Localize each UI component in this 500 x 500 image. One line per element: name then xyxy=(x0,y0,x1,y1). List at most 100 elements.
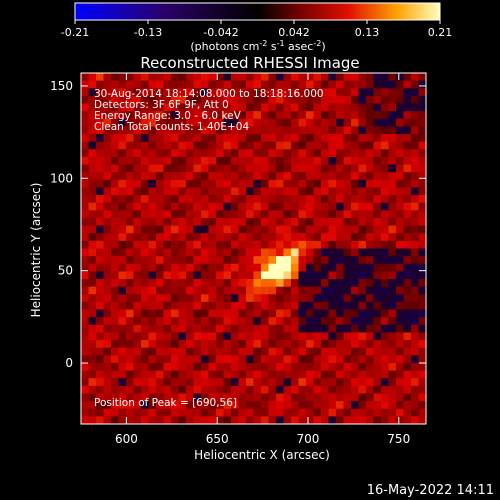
heatmap-cell xyxy=(396,172,405,181)
heatmap-cell xyxy=(141,126,150,135)
heatmap-cell xyxy=(193,240,202,250)
heatmap-cell xyxy=(231,355,240,364)
heatmap-cell xyxy=(306,347,315,356)
heatmap-cell xyxy=(291,202,300,211)
heatmap-cell xyxy=(283,172,292,181)
heatmap-cell xyxy=(208,416,217,424)
heatmap-cell xyxy=(373,111,382,120)
heatmap-cell xyxy=(238,263,247,272)
heatmap-cell xyxy=(163,195,172,204)
heatmap-cell xyxy=(343,317,352,326)
heatmap-cell xyxy=(111,88,120,97)
heatmap-cell xyxy=(261,187,270,196)
heatmap-cell xyxy=(396,187,405,196)
heatmap-cell xyxy=(381,149,390,158)
heatmap-cell xyxy=(253,324,262,334)
heatmap-cell xyxy=(306,294,315,303)
heatmap-cell xyxy=(171,225,180,234)
heatmap-cell xyxy=(276,271,285,280)
heatmap-cell xyxy=(321,134,330,143)
x-tick-label: 750 xyxy=(387,432,410,446)
heatmap-cell xyxy=(111,393,120,402)
heatmap-cell xyxy=(231,111,240,120)
heatmap-cell xyxy=(118,340,127,349)
heatmap-cell xyxy=(118,317,127,326)
heatmap-cell xyxy=(238,118,247,128)
heatmap-cell xyxy=(291,340,300,349)
heatmap-cell xyxy=(223,80,232,89)
heatmap-cell xyxy=(351,370,360,379)
heatmap-cell xyxy=(88,172,97,181)
heatmap-cell xyxy=(246,340,255,349)
heatmap-cell xyxy=(111,187,120,196)
heatmap-cell xyxy=(283,347,292,356)
heatmap-cell xyxy=(268,95,277,105)
heatmap-cell xyxy=(231,240,240,250)
heatmap-cell xyxy=(358,301,367,311)
heatmap-cell xyxy=(148,111,157,120)
heatmap-cell xyxy=(381,370,390,379)
heatmap-cell xyxy=(276,95,285,105)
heatmap-cell xyxy=(193,210,202,219)
heatmap-cell xyxy=(381,286,390,295)
heatmap-cell xyxy=(388,126,397,135)
heatmap-cell xyxy=(216,88,225,97)
heatmap-cell xyxy=(291,217,300,227)
heatmap-cell xyxy=(418,172,426,181)
heatmap-cell xyxy=(276,256,285,265)
heatmap-cell xyxy=(313,256,322,265)
heatmap-cell xyxy=(388,141,397,150)
heatmap-cell xyxy=(81,73,90,82)
heatmap-cell xyxy=(193,195,202,204)
heatmap-cell xyxy=(328,225,337,234)
heatmap-cell xyxy=(103,202,112,211)
heatmap-cell xyxy=(343,340,352,349)
heatmap-cell xyxy=(178,156,187,166)
heatmap-cell xyxy=(388,401,397,410)
heatmap-cell xyxy=(81,263,90,272)
heatmap-cell xyxy=(178,401,187,410)
heatmap-cell xyxy=(178,393,187,402)
heatmap-cell xyxy=(358,279,367,288)
heatmap-cell xyxy=(133,149,142,158)
heatmap-cell xyxy=(396,179,405,189)
heatmap-cell xyxy=(373,134,382,143)
heatmap-cell xyxy=(313,248,322,257)
heatmap-cell xyxy=(81,355,90,364)
heatmap-cell xyxy=(313,263,322,272)
heatmap-cell xyxy=(178,118,187,128)
heatmap-cell xyxy=(291,332,300,341)
heatmap-cell xyxy=(223,73,232,82)
heatmap-cell xyxy=(366,126,375,135)
heatmap-cell xyxy=(223,362,232,372)
heatmap-cell xyxy=(96,309,105,318)
heatmap-cell xyxy=(396,393,405,402)
heatmap-cell xyxy=(298,317,307,326)
heatmap-cell xyxy=(261,248,270,257)
heatmap-cell xyxy=(366,263,375,272)
heatmap-cell xyxy=(111,80,120,89)
heatmap-cell xyxy=(148,408,157,417)
heatmap-cell xyxy=(163,141,172,150)
heatmap-cell xyxy=(306,385,315,395)
heatmap-cell xyxy=(381,263,390,272)
heatmap-cell xyxy=(88,210,97,219)
heatmap-cell xyxy=(313,179,322,189)
heatmap-cell xyxy=(208,385,217,395)
heatmap-cell xyxy=(306,73,315,82)
heatmap-cell xyxy=(381,340,390,349)
heatmap-cell xyxy=(163,340,172,349)
heatmap-cell xyxy=(313,149,322,158)
heatmap-cell xyxy=(238,256,247,265)
heatmap-cell xyxy=(246,286,255,295)
heatmap-cell xyxy=(118,385,127,395)
heatmap-cell xyxy=(373,355,382,364)
heatmap-cell xyxy=(283,355,292,364)
heatmap-cell xyxy=(163,294,172,303)
heatmap-cell xyxy=(216,80,225,89)
heatmap-cell xyxy=(246,309,255,318)
heatmap-cell xyxy=(81,80,90,89)
heatmap-cell xyxy=(141,279,150,288)
heatmap-cell xyxy=(88,416,97,424)
heatmap-cell xyxy=(381,408,390,417)
